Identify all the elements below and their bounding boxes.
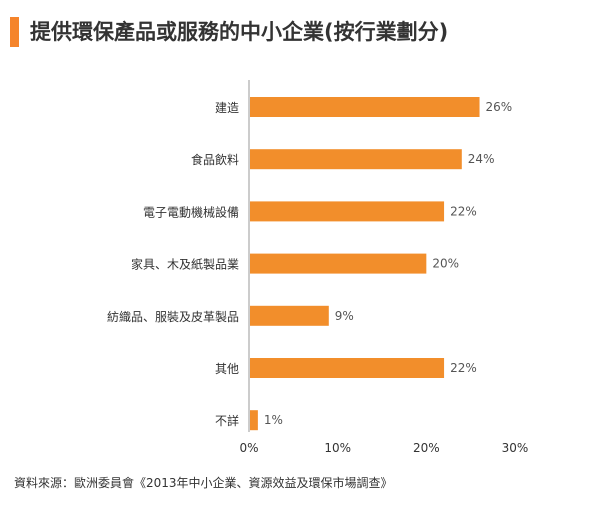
x-tick-label: 10% — [324, 441, 351, 455]
bar — [250, 410, 258, 431]
bar — [250, 358, 445, 378]
category-label: 建造 — [215, 101, 239, 115]
data-label: 1% — [264, 413, 283, 427]
data-label: 9% — [335, 309, 354, 323]
category-label: 其他 — [215, 362, 239, 376]
category-label: 電子電動機械設備 — [143, 204, 239, 219]
bar — [250, 253, 427, 274]
source-note: 資料來源：歐洲委員會《2013年中小企業、資源效益及環保市場調查》 — [14, 476, 393, 490]
data-label: 22% — [450, 361, 477, 375]
bar — [250, 201, 445, 222]
category-label: 食品飲料 — [191, 152, 239, 167]
x-tick-label: 0% — [239, 441, 258, 455]
data-label: 24% — [468, 152, 495, 166]
category-label: 不詳 — [215, 413, 239, 428]
data-label: 26% — [486, 100, 513, 114]
bar — [250, 305, 329, 326]
category-label: 家具、木及紙製品業 — [131, 257, 239, 272]
title-accent-bar — [10, 17, 19, 47]
data-label: 22% — [450, 204, 477, 218]
bar — [250, 97, 480, 117]
x-tick-label: 20% — [413, 441, 440, 455]
data-label: 20% — [432, 257, 459, 271]
x-tick-label: 30% — [502, 441, 529, 455]
category-label: 紡織品、服裝及皮革製品 — [107, 309, 239, 324]
chart-title: 提供環保產品或服務的中小企業(按行業劃分) — [30, 20, 449, 44]
bar — [250, 149, 462, 170]
